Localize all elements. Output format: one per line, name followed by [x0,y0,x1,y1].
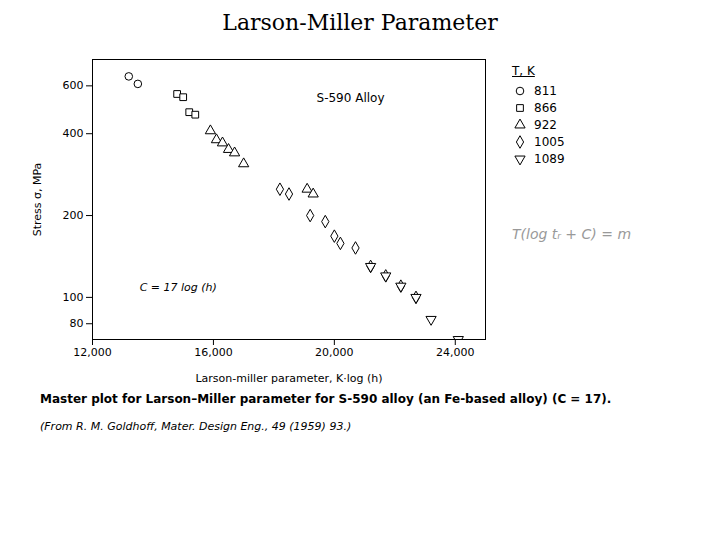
svg-text:Larson-miller parameter, K·log: Larson-miller parameter, K·log (h) [195,372,382,385]
svg-text:12,000: 12,000 [73,346,112,359]
svg-text:600: 600 [63,79,84,92]
html-text:Larson-Miller Parameter: Larson-Miller Parameter [222,10,498,35]
svg-text:Stress σ, MPa: Stress σ, MPa [31,163,44,237]
html-text:922: 922 [534,118,557,132]
html-text:811: 811 [534,84,557,98]
html-text:T(log tᵣ + C) = m: T(log tᵣ + C) = m [512,226,632,242]
html-text:T, K: T, K [512,64,535,78]
svg-text:C = 17 log (h): C = 17 log (h) [140,281,217,294]
svg-text:100: 100 [63,291,84,304]
svg-text:400: 400 [63,127,84,140]
svg-text:80: 80 [70,317,84,330]
html-text:(From R. M. Goldhoff, Mater. D: (From R. M. Goldhoff, Mater. Design Eng.… [40,420,352,433]
svg-text:S-590 Alloy: S-590 Alloy [317,91,385,105]
html-text:1005: 1005 [534,135,565,149]
html-text:Master plot for Larson–Miller: Master plot for Larson–Miller parameter … [40,392,612,406]
html-text:866: 866 [534,101,557,115]
html-text:1089: 1089 [534,152,565,166]
svg-text:24,000: 24,000 [436,346,475,359]
svg-text:20,000: 20,000 [315,346,354,359]
svg-text:16,000: 16,000 [194,346,233,359]
svg-text:200: 200 [63,209,84,222]
